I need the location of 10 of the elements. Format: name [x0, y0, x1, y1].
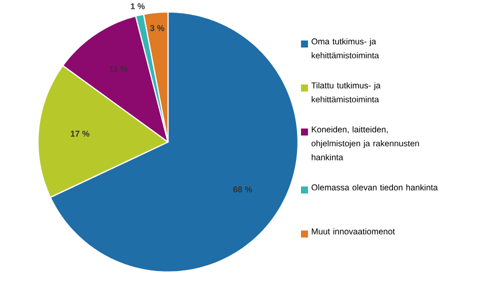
data-label: 17 % [70, 130, 90, 137]
legend-label: Koneiden, laitteiden, ohjelmistojen ja rakennusten hankinta [312, 126, 419, 160]
data-label: 1 % [130, 3, 145, 10]
legend-label: Oma tutkimus- ja kehittämistoiminta [312, 38, 379, 58]
legend-label: Muut innovaatiomenot [312, 228, 395, 234]
data-label: 11 % [109, 66, 128, 72]
data-label: 3 % [150, 25, 164, 32]
legend-label: Olemassa olevan tiedon hankinta [312, 184, 438, 190]
data-label: 68 % [233, 186, 252, 192]
legend-label: Tilattu tutkimus- ja kehittämistoiminta [311, 82, 381, 102]
